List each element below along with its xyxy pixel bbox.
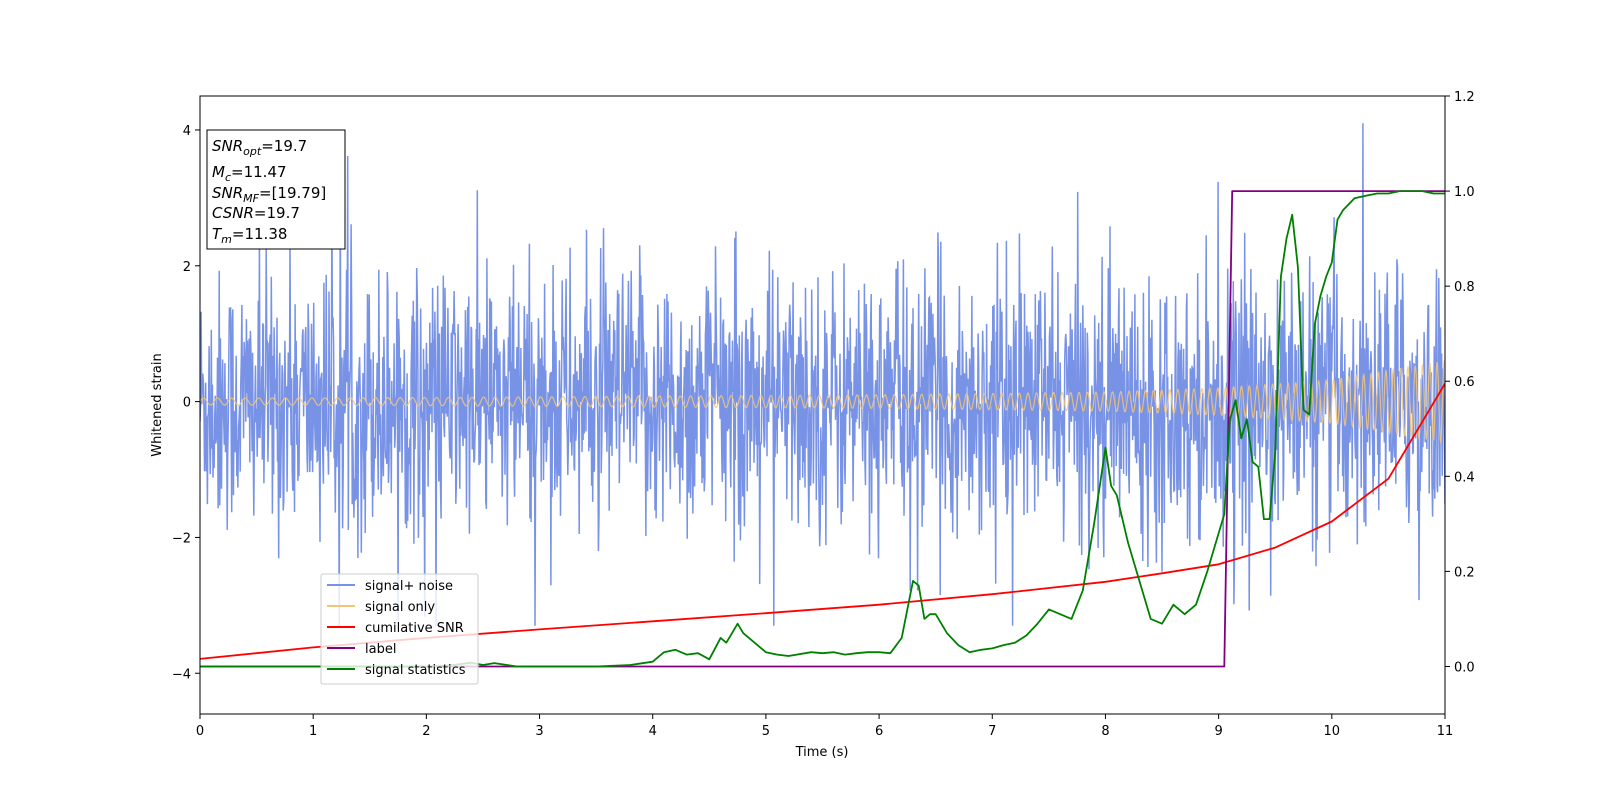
y-tick-label: 4: [183, 124, 191, 139]
y2-tick-label: 0.0: [1454, 660, 1475, 675]
x-tick-label: 2: [422, 724, 430, 739]
y2-tick-label: 1.2: [1454, 90, 1475, 105]
legend-label-label: label: [365, 642, 396, 657]
y-axis-left: −4 −2 0 2 4: [172, 124, 200, 682]
plot-frame: [199, 95, 1446, 715]
y-tick-label: −4: [172, 667, 191, 682]
x-tick-label: 1: [309, 724, 317, 739]
annotation-frame: [206, 129, 346, 250]
x-tick-label: 7: [988, 724, 996, 739]
x-axis-label: Time (s): [795, 745, 849, 760]
annotation-mc: Mc=11.47: [212, 163, 287, 184]
x-tick-label: 9: [1214, 724, 1222, 739]
series-signal-noise: [200, 123, 1445, 626]
legend-label-signal-statistics: signal statistics: [365, 663, 466, 678]
y2-tick-label: 0.4: [1454, 470, 1475, 485]
x-tick-label: 11: [1437, 724, 1454, 739]
x-tick-label: 0: [196, 724, 204, 739]
series-label: [200, 190, 1445, 668]
y-tick-label: 2: [183, 260, 191, 275]
y2-tick-label: 1.0: [1454, 185, 1475, 200]
x-tick-label: 10: [1324, 724, 1341, 739]
series-signal-statistics: [200, 190, 1445, 668]
annotation-csnr: CSNR=19.7: [212, 204, 300, 222]
y-axis-label: Whitened strain: [150, 353, 165, 456]
x-tick-label: 6: [875, 724, 883, 739]
y2-tick-label: 0.6: [1454, 375, 1475, 390]
legend-label-signal-noise: signal+ noise: [365, 579, 453, 594]
x-tick-label: 8: [1101, 724, 1109, 739]
x-tick-label: 5: [762, 724, 770, 739]
x-tick-label: 4: [649, 724, 657, 739]
legend-frame: [320, 573, 479, 685]
y2-tick-label: 0.2: [1454, 565, 1475, 580]
y-tick-label: 0: [183, 396, 191, 411]
legend-label-signal-only: signal only: [365, 600, 435, 615]
x-tick-label: 3: [535, 724, 543, 739]
legend-label-cumulative-snr: cumilative SNR: [365, 621, 464, 636]
y-tick-label: −2: [172, 531, 191, 546]
snr-annotation-box: SNRopt=19.7 Mc=11.47 SNRMF=[19.79] CSNR=…: [206, 129, 346, 250]
annotation-tm: Tm=11.38: [212, 225, 287, 246]
annotation-snr-mf: SNRMF=[19.79]: [212, 184, 326, 205]
annotation-snr-opt: SNRopt=19.7: [212, 137, 307, 158]
y-axis-right: 0.0 0.2 0.4 0.6 0.8 1.0 1.2: [1445, 90, 1475, 675]
x-axis: 0 1 2 3 4 5 6 7 8 9 10 11: [196, 714, 1453, 739]
legend: signal+ noise signal only cumilative SNR…: [320, 573, 479, 685]
y2-tick-label: 0.8: [1454, 280, 1475, 295]
